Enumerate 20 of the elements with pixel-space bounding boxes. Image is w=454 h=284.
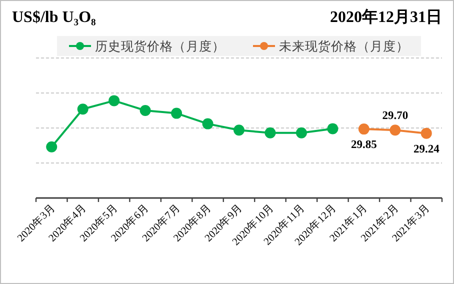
data-label: 29.70: [382, 110, 408, 122]
legend-label: 未来现货价格（月度）: [279, 38, 409, 54]
chart-title: US$/lb U₃O₈: [12, 9, 96, 26]
point: [327, 123, 338, 134]
point: [264, 127, 276, 138]
point: [390, 124, 401, 136]
point: [108, 95, 120, 106]
point: [234, 124, 244, 136]
point: [171, 108, 182, 119]
data-label: 29.85: [350, 139, 378, 152]
point: [420, 128, 432, 139]
point: [140, 105, 151, 116]
point: [358, 124, 370, 135]
point: [202, 118, 214, 130]
chart-subtitle: 2020年12月31日: [330, 8, 442, 26]
data-label: 29.24: [413, 143, 440, 156]
point: [46, 141, 58, 152]
point: [77, 104, 88, 115]
point: [296, 127, 307, 138]
legend-label: 历史现货价格（月度）: [95, 38, 225, 54]
